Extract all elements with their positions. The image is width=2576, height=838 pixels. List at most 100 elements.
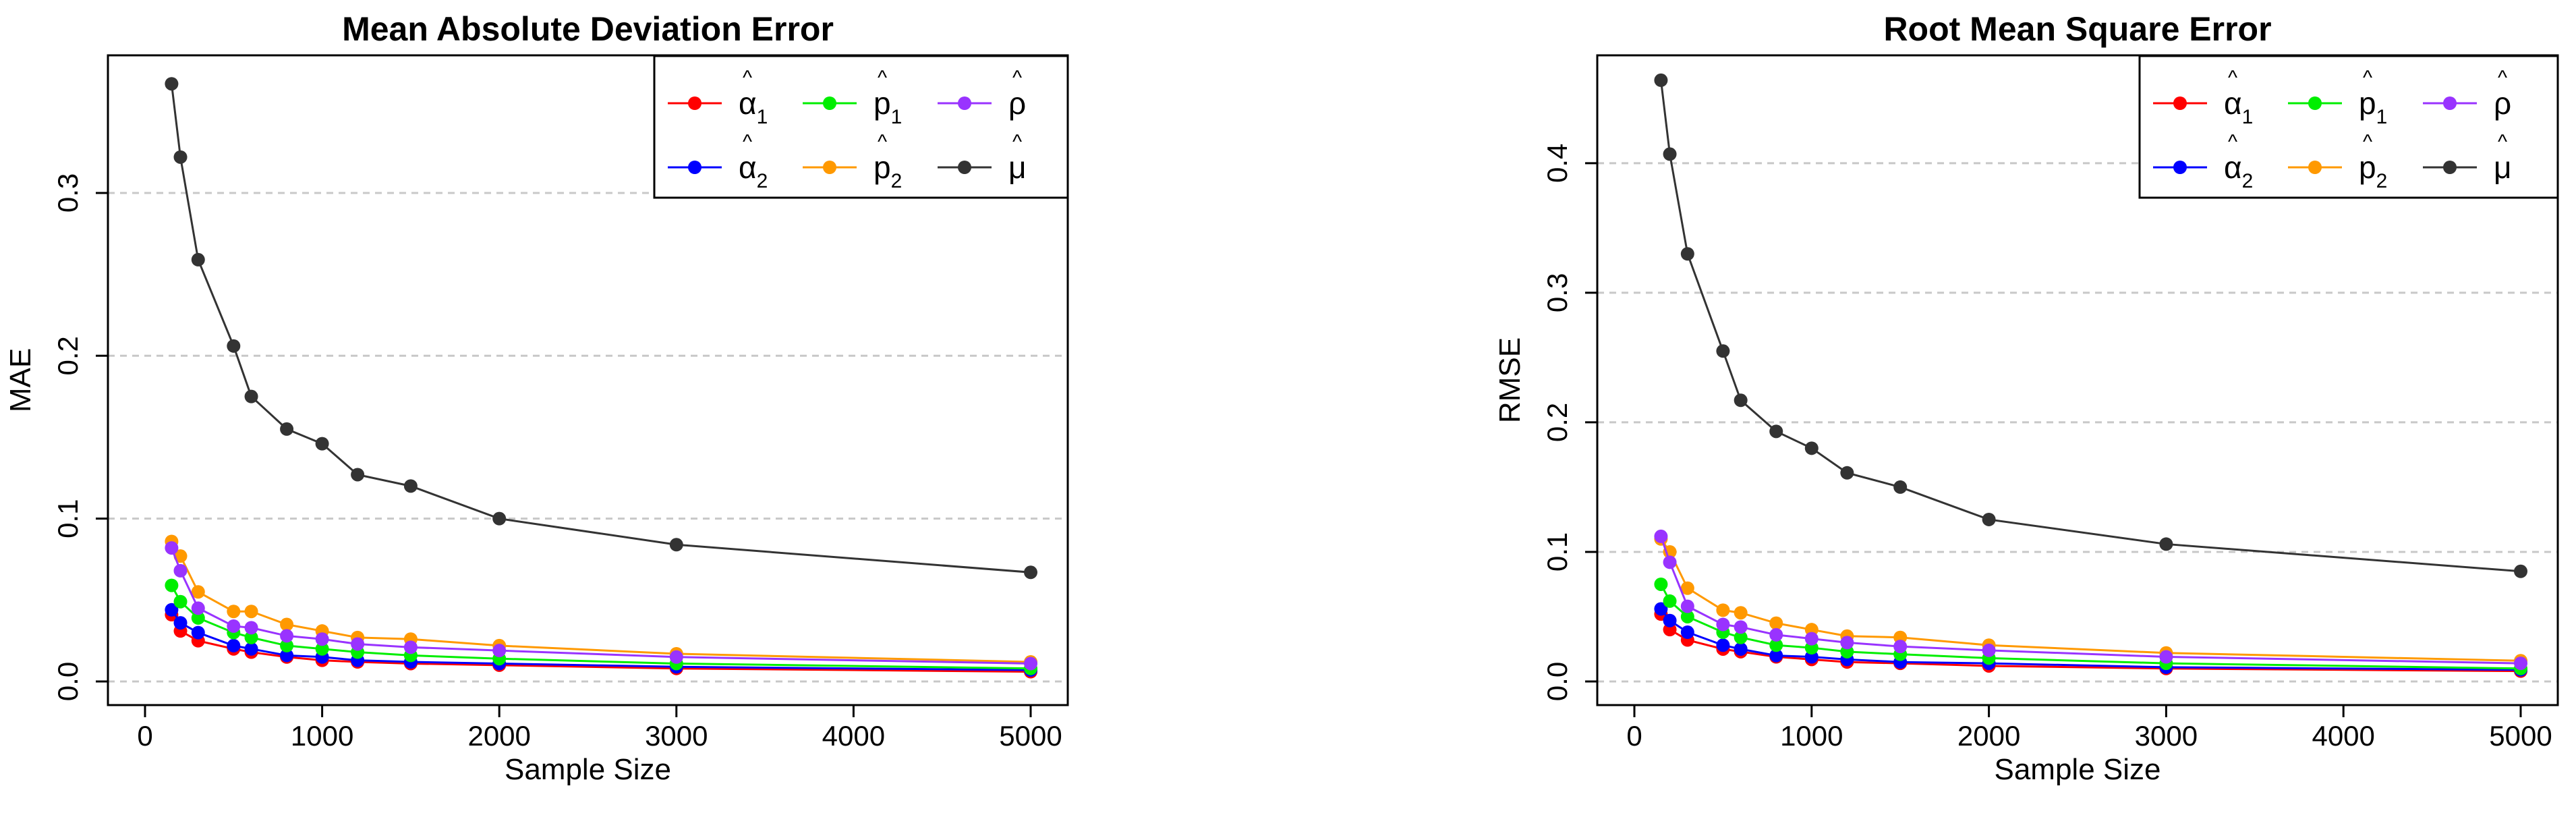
y-tick-label: 0.0 [1541, 662, 1573, 701]
legend: α1^α2^p1^p2^ρ^μ^ [2138, 55, 2559, 199]
hat-accent: ^ [2363, 131, 2372, 153]
data-point [1769, 616, 1783, 630]
x-tick-label: 1000 [291, 720, 353, 752]
data-point [1663, 555, 1677, 569]
x-tick-label: 3000 [2135, 720, 2198, 752]
chart-title: Root Mean Square Error [1883, 10, 2271, 48]
x-tick-label: 1000 [1780, 720, 1843, 752]
data-point [1024, 565, 1037, 580]
data-point [173, 594, 188, 609]
data-point [492, 511, 507, 526]
hat-accent: ^ [878, 131, 887, 153]
x-tick-label: 2000 [1957, 720, 2020, 752]
hat-accent: ^ [743, 131, 752, 153]
data-point [1982, 512, 1996, 526]
legend-symbol: p [2359, 150, 2376, 185]
data-point [2159, 650, 2173, 664]
legend-label: α2 [739, 150, 768, 192]
y-axis: 0.0 0.1 0.2 0.3 [52, 173, 108, 701]
data-point [165, 578, 179, 592]
legend-marker [688, 96, 702, 110]
legend-subscript: 2 [2376, 170, 2388, 192]
legend-subscript: 1 [2242, 106, 2254, 128]
series-line [170, 84, 1031, 574]
legend-label: p2 [874, 150, 902, 192]
data-point [280, 617, 294, 632]
chart-panel-1: Mean Absolute Deviation Error 0 1000 2000 30… [4, 10, 1069, 786]
x-tick-label: 0 [1626, 720, 1642, 752]
legend-item: α1^ [2153, 67, 2253, 128]
data-point [315, 437, 329, 451]
legend-item: p2^ [2288, 131, 2387, 192]
legend-marker [823, 161, 836, 174]
data-point [2514, 564, 2527, 578]
data-point [2159, 537, 2173, 551]
series-line [1659, 80, 2521, 573]
legend-label: α2 [2224, 150, 2253, 192]
series-line [1660, 536, 2521, 665]
chart-panel-2: Root Mean Square Error 0 1000 2000 3000 4000 5… [1493, 10, 2559, 786]
series-line [171, 614, 1031, 673]
data-point [1769, 627, 1783, 642]
data-point [1716, 617, 1730, 632]
legend-marker [2308, 161, 2322, 174]
x-axis-label: Sample Size [505, 753, 671, 786]
data-point [315, 632, 329, 646]
data-point [1982, 643, 1996, 657]
legend: α1^α2^p1^p2^ρ^μ^ [653, 55, 1069, 199]
y-axis-label: RMSE [1493, 337, 1526, 423]
data-point [1654, 577, 1668, 591]
y-axis-label: MAE [4, 348, 37, 412]
data-point [1734, 393, 1748, 408]
legend-symbol: α [739, 86, 757, 121]
data-point [1680, 609, 1694, 623]
legend-marker [958, 161, 971, 174]
legend-label: p1 [2359, 86, 2387, 128]
data-point [1654, 602, 1668, 616]
x-axis: 0 1000 2000 3000 4000 5000 [1626, 705, 2552, 752]
legend-item: α2^ [2153, 131, 2253, 192]
data-point [173, 150, 188, 164]
y-tick-label: 0.2 [52, 336, 84, 375]
legend-marker [2443, 96, 2457, 110]
legend-box [653, 55, 1069, 199]
data-point [165, 77, 179, 91]
legend-marker [2443, 161, 2457, 174]
series-line [171, 540, 1031, 663]
data-point [227, 605, 241, 619]
legend-item: α2^ [668, 131, 768, 192]
data-point [173, 563, 188, 578]
data-point [315, 642, 329, 656]
data-point [1769, 638, 1783, 652]
legend-label: p1 [874, 86, 902, 128]
legend-marker [958, 96, 971, 110]
legend-label: μ [1008, 150, 1027, 185]
data-point [1654, 73, 1668, 87]
legend-symbol: p [2359, 86, 2376, 121]
data-point [1734, 606, 1748, 620]
x-axis-label: Sample Size [1994, 753, 2160, 786]
x-tick-label: 5000 [999, 720, 1062, 752]
legend-item: p1^ [803, 67, 902, 128]
series-6 [1654, 73, 2527, 578]
data-point [1893, 480, 1908, 494]
x-tick-label: 2000 [467, 720, 530, 752]
hat-accent: ^ [743, 67, 752, 89]
legend-marker [823, 96, 836, 110]
data-point [1840, 466, 1854, 480]
data-point [244, 642, 258, 656]
data-point [1769, 424, 1783, 439]
x-tick-label: 3000 [645, 720, 708, 752]
data-point [280, 648, 294, 663]
legend-label: μ [2494, 150, 2512, 185]
data-point [280, 638, 294, 652]
x-tick-label: 4000 [2312, 720, 2374, 752]
series-line [1660, 613, 2521, 673]
data-point [1734, 620, 1748, 634]
data-point [1716, 603, 1730, 617]
legend-symbol: α [2224, 86, 2242, 121]
data-point [669, 538, 683, 552]
x-tick-label: 0 [137, 720, 152, 752]
data-point [1840, 636, 1854, 650]
legend-symbol: p [874, 150, 891, 185]
